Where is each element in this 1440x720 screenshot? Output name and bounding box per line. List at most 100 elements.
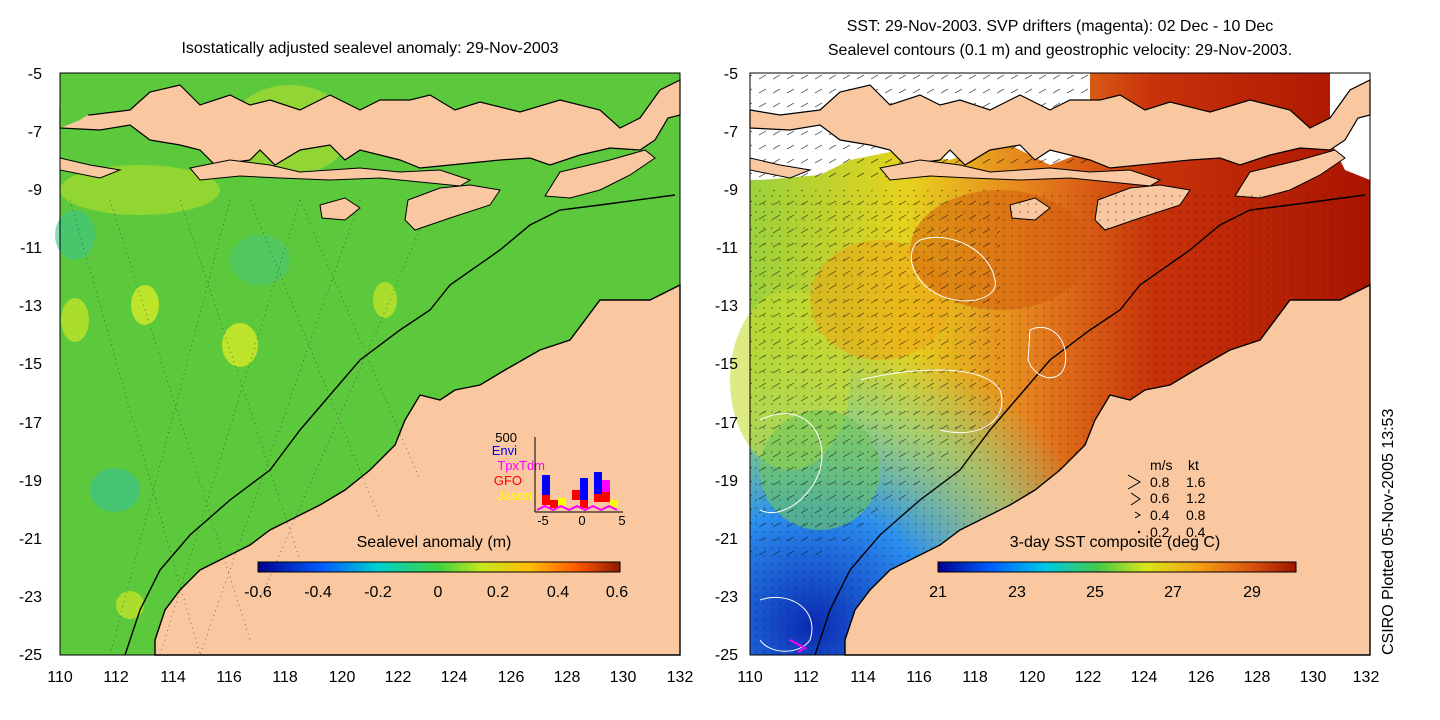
left-colorbar: Sealevel anomaly (m) -0.6 -0.4 -0.2 0 0.… — [244, 534, 628, 601]
inset-x-tick: 5 — [618, 513, 625, 528]
right-x-tick: 132 — [1353, 669, 1380, 686]
right-y-tick: -15 — [715, 356, 738, 373]
right-y-tick: -25 — [715, 647, 738, 664]
right-x-tick: 112 — [793, 669, 819, 686]
left-y-tick: -11 — [20, 240, 42, 257]
left-y-tick: -25 — [19, 647, 42, 664]
left-x-tick: 124 — [441, 669, 468, 686]
right-colorbar-tick: 23 — [1008, 584, 1026, 601]
right-x-tick: 114 — [850, 669, 876, 686]
left-colorbar-tick: 0.6 — [606, 584, 628, 601]
left-y-tick: -17 — [19, 415, 42, 432]
velocity-legend-ms: 0.4 — [1150, 507, 1170, 523]
right-colorbar: 3-day SST composite (deg C) 21 23 25 27 … — [929, 534, 1297, 601]
velocity-legend-header-kt: kt — [1188, 457, 1199, 473]
right-x-tick: 126 — [1188, 669, 1215, 686]
right-y-tick: -23 — [715, 589, 738, 606]
plot-credit: CSIRO Plotted 05-Nov-2005 13:53 — [1380, 408, 1397, 655]
inset-x-tick: 0 — [578, 513, 585, 528]
inset-bar — [610, 500, 618, 508]
inset-x-tick: -5 — [537, 513, 549, 528]
left-colorbar-tick: -0.4 — [304, 584, 332, 601]
inset-bar — [542, 475, 550, 495]
right-colorbar-tick: 25 — [1086, 584, 1104, 601]
left-x-tick: 126 — [498, 669, 525, 686]
right-x-tick: 130 — [1300, 669, 1327, 686]
inset-bar — [572, 490, 580, 500]
left-x-tick: 114 — [160, 669, 186, 686]
left-x-tick: 118 — [272, 669, 298, 686]
left-y-tick: -9 — [28, 182, 42, 199]
right-x-tick: 110 — [737, 669, 763, 686]
right-y-tick: -13 — [715, 298, 738, 315]
right-x-tick: 118 — [962, 669, 988, 686]
left-y-tick: -7 — [28, 124, 42, 141]
inset-legend-tpxtdm: TpxTdm — [497, 458, 545, 473]
left-x-tick: 116 — [216, 669, 242, 686]
left-x-tick: 112 — [103, 669, 129, 686]
inset-legend-gfo: GFO — [494, 473, 522, 488]
left-x-tick: 110 — [47, 669, 73, 686]
left-y-axis: -5 -7 -9 -11 -13 -15 -17 -19 -21 -23 -25 — [19, 66, 42, 664]
altimeter-inset: 500 Envi TpxTdm GFO Jason -5 0 5 — [492, 430, 626, 528]
left-y-tick: -5 — [28, 66, 42, 83]
left-colorbar-tick: 0 — [434, 584, 443, 601]
right-x-axis: 110 112 114 116 118 120 122 124 126 128 … — [737, 669, 1379, 686]
right-x-tick: 120 — [1019, 669, 1046, 686]
inset-legend-envi: Envi — [492, 443, 517, 458]
velocity-legend-kt: 0.4 — [1186, 524, 1206, 540]
left-colorbar-tick: 0.2 — [487, 584, 509, 601]
left-x-tick: 130 — [610, 669, 637, 686]
inset-y-label: 500 — [495, 430, 517, 445]
left-x-tick: 128 — [554, 669, 581, 686]
left-colorbar-tick: -0.6 — [244, 584, 272, 601]
right-y-tick: -5 — [724, 66, 738, 83]
left-y-tick: -21 — [19, 531, 42, 548]
left-x-axis: 110 112 114 116 118 120 122 124 126 128 … — [47, 669, 693, 686]
right-y-tick: -21 — [715, 531, 738, 548]
inset-bar — [580, 478, 588, 500]
inset-legend-jason: Jason — [497, 488, 532, 503]
left-y-tick: -23 — [19, 589, 42, 606]
velocity-legend-kt: 0.8 — [1186, 507, 1206, 523]
left-y-tick: -19 — [19, 473, 42, 490]
inset-bar — [542, 495, 550, 505]
right-y-tick: -11 — [716, 240, 738, 257]
right-x-tick: 128 — [1244, 669, 1271, 686]
inset-bar — [602, 492, 610, 502]
right-x-tick: 124 — [1131, 669, 1158, 686]
velocity-legend-ms: 0.8 — [1150, 474, 1170, 490]
left-x-tick: 122 — [385, 669, 412, 686]
velocity-legend-header-ms: m/s — [1150, 457, 1173, 473]
right-panel-title-line1: SST: 29-Nov-2003. SVP drifters (magenta)… — [846, 18, 1274, 35]
right-colorbar-label: 3-day SST composite (deg C) — [1010, 534, 1220, 551]
left-y-tick: -13 — [19, 298, 42, 315]
inset-bar — [602, 480, 610, 492]
left-x-tick: 120 — [329, 669, 356, 686]
right-colorbar-tick: 27 — [1164, 584, 1182, 601]
right-y-tick: -19 — [715, 473, 738, 490]
left-panel-title: Isostatically adjusted sealevel anomaly:… — [181, 40, 559, 57]
right-panel-title-line2: Sealevel contours (0.1 m) and geostrophi… — [827, 42, 1293, 59]
velocity-legend-kt: 1.2 — [1186, 490, 1206, 506]
right-y-tick: -9 — [724, 182, 738, 199]
inset-bar — [594, 472, 602, 494]
inset-bar — [558, 498, 566, 506]
velocity-legend-kt: 1.6 — [1186, 474, 1206, 490]
velocity-legend-ms: 0.2 — [1150, 524, 1170, 540]
right-y-axis: -5 -7 -9 -11 -13 -15 -17 -19 -21 -23 -25 — [715, 66, 738, 664]
right-y-tick: -7 — [724, 124, 738, 141]
left-colorbar-tick: -0.2 — [364, 584, 392, 601]
left-colorbar-tick: 0.4 — [547, 584, 569, 601]
velocity-legend: m/s kt 0.8 1.6 0.6 1.2 0.4 0.8 0.2 0.4 — [1127, 457, 1206, 540]
left-x-tick: 132 — [667, 669, 694, 686]
right-colorbar-tick: 21 — [929, 584, 947, 601]
left-colorbar-label: Sealevel anomaly (m) — [357, 534, 512, 551]
inset-bar — [594, 494, 602, 502]
right-colorbar-tick: 29 — [1243, 584, 1261, 601]
inset-bar — [580, 500, 588, 508]
right-y-tick: -17 — [715, 415, 738, 432]
velocity-legend-ms: 0.6 — [1150, 490, 1170, 506]
right-x-tick: 122 — [1075, 669, 1102, 686]
